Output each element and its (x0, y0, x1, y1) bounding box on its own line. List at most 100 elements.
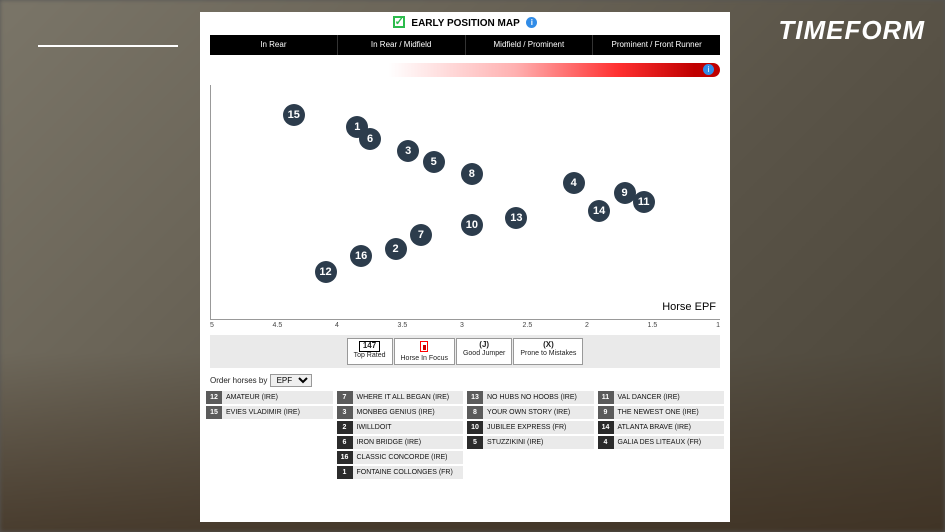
horse-name: AMATEUR (IRE) (222, 391, 333, 404)
horse-number: 9 (598, 406, 614, 419)
x-tick: 1 (710, 322, 720, 329)
early-position-panel: EARLY POSITION MAP i In Rear In Rear / M… (200, 12, 730, 522)
chart-marker[interactable]: 4 (563, 172, 585, 194)
legend-item[interactable]: Horse In Focus (394, 338, 455, 365)
horse-row[interactable]: 9THE NEWEST ONE (IRE) (598, 406, 725, 419)
horse-row[interactable]: 8YOUR OWN STORY (IRE) (467, 406, 594, 419)
horse-name: IWILLDOIT (353, 421, 464, 434)
x-tick: 3 (460, 322, 523, 329)
chart-marker[interactable]: 16 (350, 245, 372, 267)
x-tick: 4.5 (273, 322, 336, 329)
horse-number: 1 (337, 466, 353, 479)
horse-number: 8 (467, 406, 483, 419)
horse-number: 15 (206, 406, 222, 419)
info-icon[interactable]: i (526, 17, 537, 28)
horse-row[interactable]: 12AMATEUR (IRE) (206, 391, 333, 404)
horse-name: NO HUBS NO HOOBS (IRE) (483, 391, 594, 404)
horse-name: THE NEWEST ONE (IRE) (614, 406, 725, 419)
horse-name: CLASSIC CONCORDE (IRE) (353, 451, 464, 464)
x-tick: 5 (210, 322, 273, 329)
chart-marker[interactable]: 12 (315, 261, 337, 283)
horse-name: STUZZIKINI (IRE) (483, 436, 594, 449)
chart-marker[interactable]: 11 (633, 191, 655, 213)
horse-row[interactable]: 2IWILLDOIT (337, 421, 464, 434)
horse-grid: 12AMATEUR (IRE)15EVIES VLADIMIR (IRE)7WH… (206, 391, 724, 479)
info-icon[interactable]: i (703, 64, 714, 75)
chart-marker[interactable]: 14 (588, 200, 610, 222)
pos-header-rear-mid: In Rear / Midfield (338, 35, 466, 55)
pos-header-rear: In Rear (210, 35, 338, 55)
chart-marker[interactable]: 3 (397, 140, 419, 162)
chart-marker[interactable]: 2 (385, 238, 407, 260)
x-tick: 2.5 (523, 322, 586, 329)
horse-row[interactable]: 7WHERE IT ALL BEGAN (IRE) (337, 391, 464, 404)
panel-title: EARLY POSITION MAP (411, 18, 519, 29)
horse-row[interactable]: 4GALIA DES LITEAUX (FR) (598, 436, 725, 449)
brand-logo: TIMEFORM (778, 15, 925, 46)
legend-label: Horse In Focus (401, 355, 448, 362)
horse-row[interactable]: 16CLASSIC CONCORDE (IRE) (337, 451, 464, 464)
chart-ylabel: Horse EPF (662, 301, 716, 313)
horse-row[interactable]: 10JUBILEE EXPRESS (FR) (467, 421, 594, 434)
horse-row[interactable]: 13NO HUBS NO HOOBS (IRE) (467, 391, 594, 404)
legend-label: Good Jumper (463, 350, 505, 357)
horse-row[interactable]: 5STUZZIKINI (IRE) (467, 436, 594, 449)
chart-marker[interactable]: 6 (359, 128, 381, 150)
horse-name: MONBEG GENIUS (IRE) (353, 406, 464, 419)
gradient-bar: i (210, 63, 720, 77)
checkbox-checked-icon[interactable] (393, 16, 405, 28)
legend-item[interactable]: 147Top Rated (347, 338, 393, 365)
legend-label: Top Rated (354, 352, 386, 359)
horse-column: 11VAL DANCER (IRE)9THE NEWEST ONE (IRE)1… (598, 391, 725, 479)
legend-item[interactable]: (X)Prone to Mistakes (513, 338, 583, 365)
legend: 147Top Rated Horse In Focus (J)Good Jumper… (210, 335, 720, 368)
horse-number: 13 (467, 391, 483, 404)
chart-marker[interactable]: 7 (410, 224, 432, 246)
order-by-control: Order horses by EPF (210, 374, 720, 387)
chart-marker[interactable]: 13 (505, 207, 527, 229)
horse-name: VAL DANCER (IRE) (614, 391, 725, 404)
chart-marker[interactable]: 10 (461, 214, 483, 236)
horse-number: 11 (598, 391, 614, 404)
legend-item[interactable]: (J)Good Jumper (456, 338, 512, 365)
horse-column: 7WHERE IT ALL BEGAN (IRE)3MONBEG GENIUS … (337, 391, 464, 479)
x-tick: 3.5 (398, 322, 461, 329)
horse-number: 12 (206, 391, 222, 404)
horse-name: WHERE IT ALL BEGAN (IRE) (353, 391, 464, 404)
pos-header-mid-prom: Midfield / Prominent (466, 35, 594, 55)
horse-row[interactable]: 11VAL DANCER (IRE) (598, 391, 725, 404)
horse-name: GALIA DES LITEAUX (FR) (614, 436, 725, 449)
horse-row[interactable]: 3MONBEG GENIUS (IRE) (337, 406, 464, 419)
horse-number: 7 (337, 391, 353, 404)
position-headers: In Rear In Rear / Midfield Midfield / Pr… (210, 35, 720, 55)
x-tick: 4 (335, 322, 398, 329)
chart-marker[interactable]: 5 (423, 151, 445, 173)
horse-number: 4 (598, 436, 614, 449)
horse-row[interactable]: 1FONTAINE COLLONGES (FR) (337, 466, 464, 479)
x-tick: 1.5 (648, 322, 711, 329)
order-by-select[interactable]: EPF (270, 374, 312, 387)
horse-row[interactable]: 14ATLANTA BRAVE (IRE) (598, 421, 725, 434)
horse-row[interactable]: 6IRON BRIDGE (IRE) (337, 436, 464, 449)
horse-number: 10 (467, 421, 483, 434)
horse-name: EVIES VLADIMIR (IRE) (222, 406, 333, 419)
horse-number: 3 (337, 406, 353, 419)
legend-label: Prone to Mistakes (520, 350, 576, 357)
horse-column: 13NO HUBS NO HOOBS (IRE)8YOUR OWN STORY … (467, 391, 594, 479)
horse-name: FONTAINE COLLONGES (FR) (353, 466, 464, 479)
horse-number: 6 (337, 436, 353, 449)
horse-name: YOUR OWN STORY (IRE) (483, 406, 594, 419)
chart-marker[interactable]: 8 (461, 163, 483, 185)
chart-marker[interactable]: 15 (283, 104, 305, 126)
horse-column: 12AMATEUR (IRE)15EVIES VLADIMIR (IRE) (206, 391, 333, 479)
x-tick: 2 (585, 322, 648, 329)
horse-number: 16 (337, 451, 353, 464)
panel-header: EARLY POSITION MAP i (200, 12, 730, 35)
horse-row[interactable]: 15EVIES VLADIMIR (IRE) (206, 406, 333, 419)
decorative-line (38, 45, 178, 47)
horse-name: IRON BRIDGE (IRE) (353, 436, 464, 449)
horse-number: 5 (467, 436, 483, 449)
x-axis-ticks: 54.543.532.521.51 (210, 322, 720, 329)
horse-name: ATLANTA BRAVE (IRE) (614, 421, 725, 434)
horse-number: 2 (337, 421, 353, 434)
